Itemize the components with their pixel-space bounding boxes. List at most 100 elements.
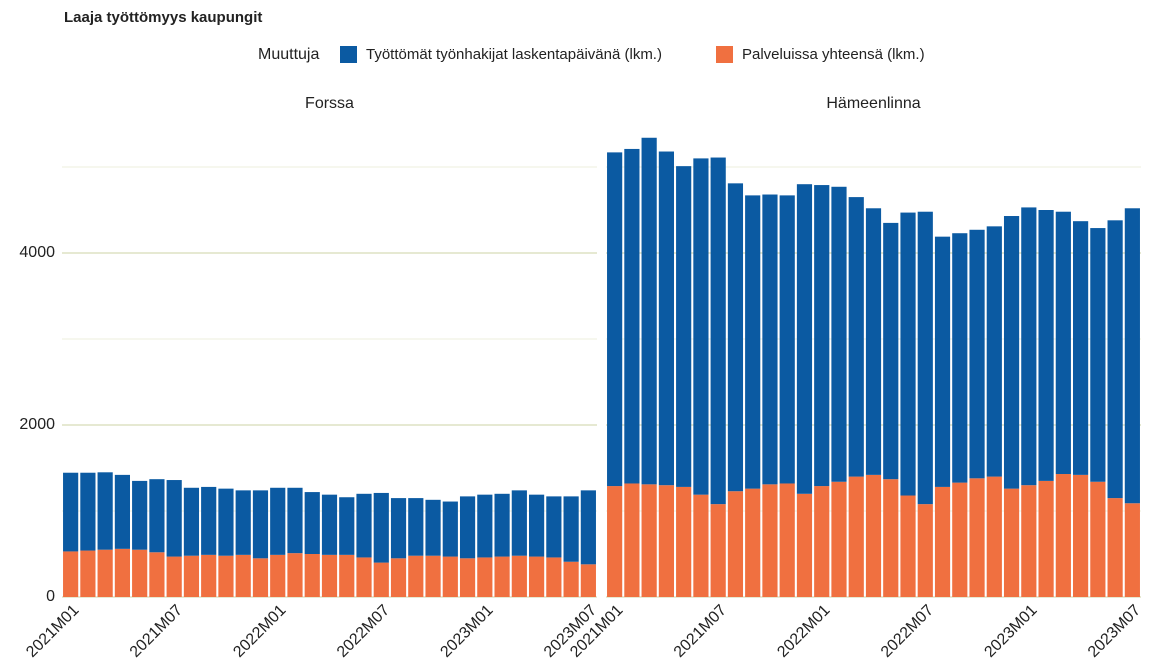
bar xyxy=(934,486,951,597)
bar xyxy=(339,497,355,555)
bar xyxy=(270,487,286,555)
bar xyxy=(1021,207,1037,486)
bar xyxy=(1003,488,1020,597)
bar xyxy=(762,194,778,485)
bar xyxy=(408,498,424,556)
bar xyxy=(762,484,778,597)
bar xyxy=(1090,228,1106,482)
bar xyxy=(235,554,251,597)
bar xyxy=(727,183,744,492)
bar xyxy=(865,474,882,597)
bar xyxy=(779,483,795,597)
bar xyxy=(114,474,130,549)
bar xyxy=(546,496,562,558)
bar xyxy=(183,487,200,556)
bar xyxy=(952,482,968,597)
bar xyxy=(149,479,165,553)
bar xyxy=(1090,481,1106,597)
bar xyxy=(1124,503,1140,597)
bar xyxy=(63,472,79,552)
legend-title: Muuttuja xyxy=(258,46,319,63)
bar xyxy=(1038,210,1054,481)
bar xyxy=(969,229,985,479)
x-tick-label: 2023M07 xyxy=(1085,602,1144,661)
bar xyxy=(80,472,96,551)
bar xyxy=(658,151,674,486)
chart-title: Laaja työttömyys kaupungit xyxy=(64,9,262,26)
bar xyxy=(425,499,441,556)
bar xyxy=(607,152,623,487)
bar xyxy=(986,476,1002,597)
y-tick-label: 2000 xyxy=(19,416,55,433)
bar xyxy=(563,496,579,562)
bar xyxy=(459,558,476,597)
y-tick-label: 0 xyxy=(46,588,55,605)
bar xyxy=(132,549,148,597)
bar xyxy=(917,504,933,597)
bar xyxy=(580,564,596,597)
bar xyxy=(218,488,234,556)
bar xyxy=(779,195,795,484)
bar xyxy=(425,555,441,597)
x-tick-label: 2021M07 xyxy=(127,602,186,661)
bar xyxy=(63,551,79,597)
bar xyxy=(166,480,182,557)
legend-label: Työttömät työnhakijat laskentapäivänä (l… xyxy=(366,46,662,63)
bar xyxy=(883,222,899,480)
x-tick-label: 2022M07 xyxy=(878,602,937,661)
bar xyxy=(252,558,269,597)
bar xyxy=(641,137,657,485)
bar xyxy=(114,548,130,597)
x-tick-label: 2023M01 xyxy=(437,602,496,661)
bar xyxy=(934,236,951,487)
bar xyxy=(1073,221,1089,475)
bar xyxy=(546,557,562,597)
bar xyxy=(676,486,692,597)
bar xyxy=(727,491,744,597)
bar xyxy=(201,486,217,555)
bar xyxy=(166,556,182,597)
bar xyxy=(624,148,640,484)
bar xyxy=(494,493,510,557)
bar xyxy=(97,549,113,597)
bar xyxy=(848,476,864,597)
bar xyxy=(442,501,458,557)
x-tick-label: 2022M01 xyxy=(230,602,289,661)
bar xyxy=(390,498,407,559)
bar xyxy=(563,561,579,597)
bar xyxy=(848,197,864,477)
bar xyxy=(986,226,1002,477)
bar xyxy=(477,494,493,558)
bar xyxy=(693,158,709,495)
bar xyxy=(511,555,527,597)
bar xyxy=(745,195,761,489)
bar xyxy=(373,562,389,597)
bar xyxy=(80,550,96,597)
bar xyxy=(270,554,286,597)
bar xyxy=(1003,216,1020,489)
legend-swatch xyxy=(716,46,733,63)
bar xyxy=(814,185,830,487)
bar xyxy=(511,490,527,556)
bar xyxy=(580,490,596,565)
bar xyxy=(339,554,355,597)
bar xyxy=(952,233,968,483)
bar xyxy=(235,490,251,555)
bar xyxy=(624,483,640,597)
bar xyxy=(321,554,338,597)
bar xyxy=(710,504,726,597)
bar xyxy=(529,494,545,557)
bar xyxy=(218,555,234,597)
bar xyxy=(900,212,916,496)
bar xyxy=(883,479,899,597)
panel-title: Hämeenlinna xyxy=(826,95,920,112)
bar xyxy=(831,481,847,597)
bar xyxy=(304,554,320,597)
bar xyxy=(252,490,269,559)
bar xyxy=(132,480,148,550)
bar xyxy=(607,486,623,597)
bar xyxy=(676,166,692,487)
bar xyxy=(1073,474,1089,597)
bar xyxy=(97,472,113,550)
